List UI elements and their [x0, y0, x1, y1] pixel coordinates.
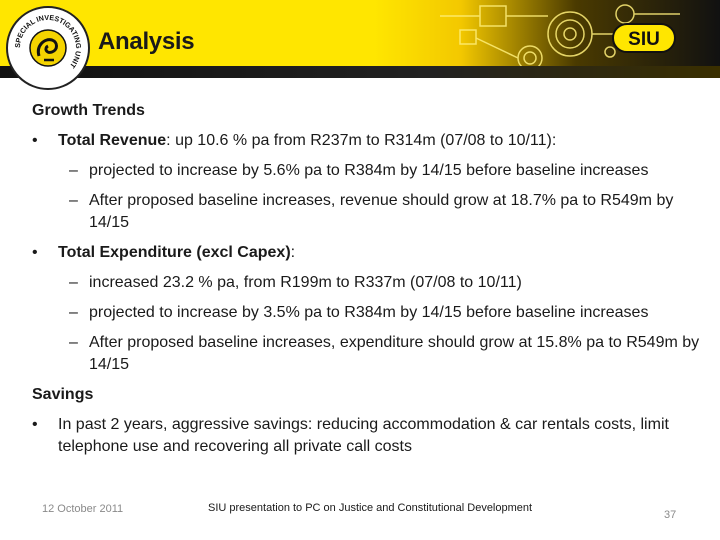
sub-bullet: – After proposed baseline increases, exp… [32, 332, 702, 376]
logo-text: SIU [628, 29, 660, 50]
sub-bullet: – increased 23.2 % pa, from R199m to R33… [32, 272, 702, 294]
bullet-mark: • [32, 244, 38, 261]
growth-trends-heading: Growth Trends [32, 102, 145, 119]
bullet-text: : up 10.6 % pa from R237m to R314m (07/0… [166, 132, 557, 149]
siu-logo: SIU [612, 23, 676, 53]
dash-mark: – [69, 304, 78, 321]
bullet-mark: • [32, 132, 38, 149]
dash-mark: – [69, 162, 78, 179]
sub-bullet-text: After proposed baseline increases, expen… [89, 334, 700, 373]
sub-bullet: – projected to increase by 3.5% pa to R3… [32, 302, 702, 324]
header-divider [0, 66, 720, 78]
bullet-text: In past 2 years, aggressive savings: red… [58, 416, 669, 455]
page-title: Analysis [98, 28, 195, 55]
bullet-mark: • [32, 416, 38, 433]
footer-date: 12 October 2011 [42, 503, 124, 515]
footer-title: SIU presentation to PC on Justice and Co… [208, 502, 533, 514]
dash-mark: – [69, 334, 78, 351]
dash-mark: – [69, 274, 78, 291]
sub-bullet-text: After proposed baseline increases, reven… [89, 192, 674, 231]
page-number: 37 [664, 509, 677, 521]
sub-bullet: – projected to increase by 5.6% pa to R3… [32, 160, 702, 182]
bullet-total-expenditure: • Total Expenditure (excl Capex): [32, 242, 702, 264]
bullet-savings: • In past 2 years, aggressive savings: r… [32, 414, 702, 458]
bullet-text: : [290, 244, 296, 261]
dash-mark: – [69, 192, 78, 209]
bullet-total-revenue: • Total Revenue: up 10.6 % pa from R237m… [32, 130, 702, 152]
savings-heading: Savings [32, 386, 94, 403]
sub-bullet-text: projected to increase by 5.6% pa to R384… [89, 162, 649, 179]
sub-bullet-text: increased 23.2 % pa, from R199m to R337m… [89, 274, 522, 291]
header-banner [0, 0, 720, 78]
slide-content: Growth Trends • Total Revenue: up 10.6 %… [32, 100, 702, 466]
bullet-bold-label: Total Expenditure (excl Capex) [58, 244, 291, 261]
sub-bullet: – After proposed baseline increases, rev… [32, 190, 702, 234]
bullet-bold-label: Total Revenue [58, 132, 167, 149]
siu-crest-logo: SPECIAL INVESTIGATING UNIT [6, 6, 90, 90]
sub-bullet-text: projected to increase by 3.5% pa to R384… [89, 304, 649, 321]
